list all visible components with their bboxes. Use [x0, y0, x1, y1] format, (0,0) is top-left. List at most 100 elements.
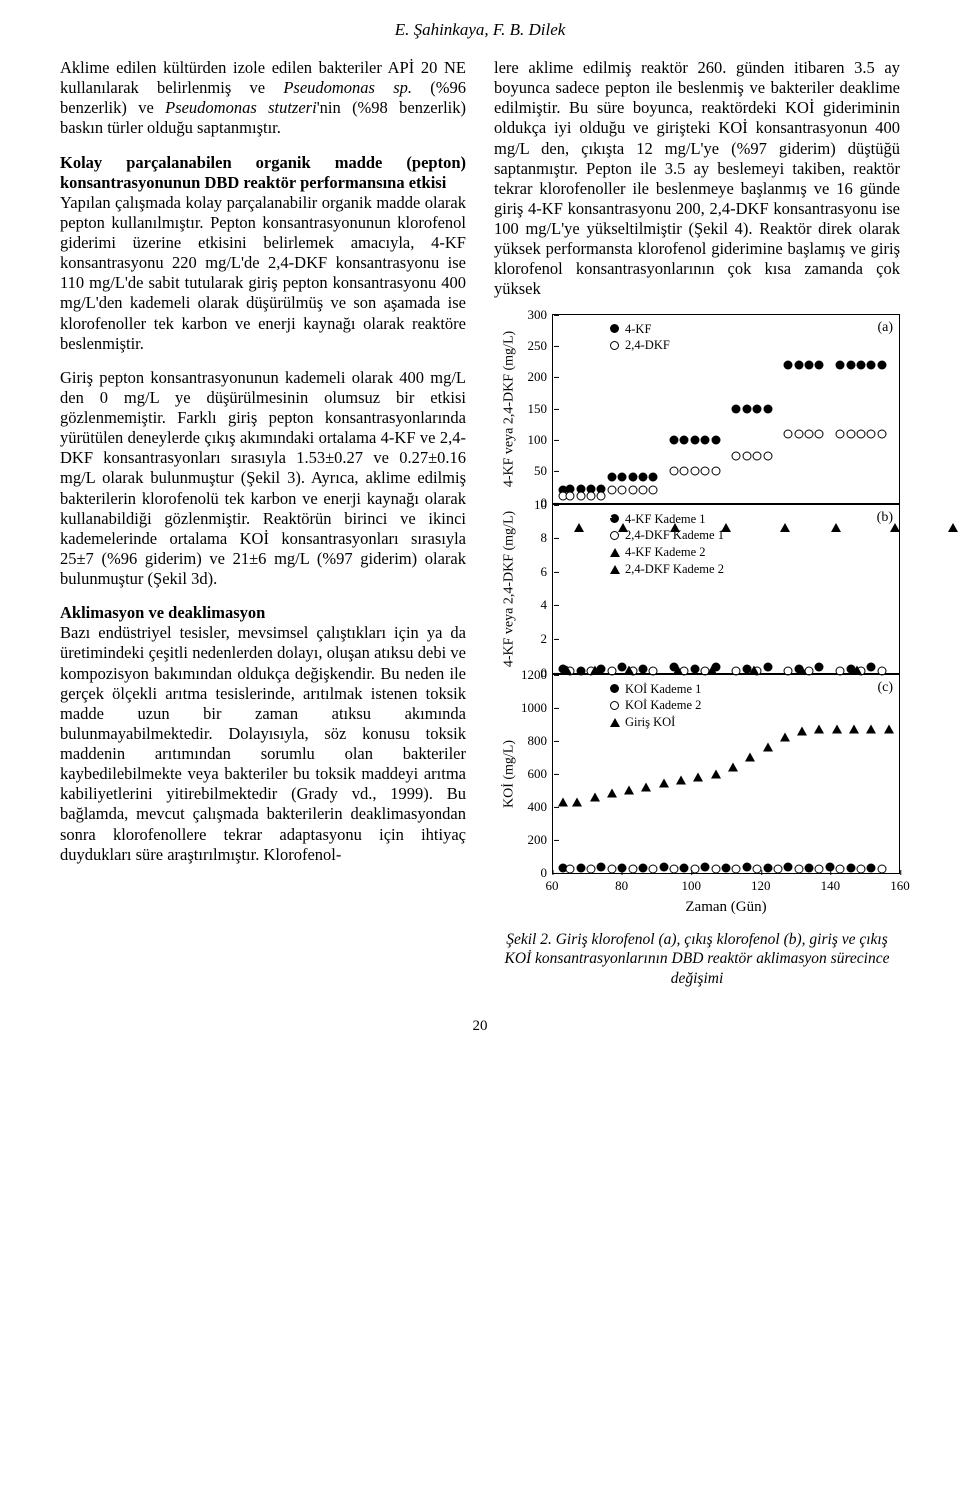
- panel-c: KOİ (mg/L)020040060080010001200(c)KOİ Ka…: [552, 674, 900, 874]
- data-point: [638, 665, 647, 674]
- data-point: [815, 864, 824, 873]
- data-point: [846, 863, 855, 872]
- data-point: [641, 782, 651, 791]
- data-point: [780, 733, 790, 742]
- data-point: [590, 792, 600, 801]
- data-point: [721, 504, 731, 532]
- data-point: [846, 360, 855, 369]
- data-point: [701, 435, 710, 444]
- data-point: [607, 485, 616, 494]
- data-point: [618, 485, 627, 494]
- data-point: [784, 429, 793, 438]
- data-point: [815, 360, 824, 369]
- x-axis-label: Zaman (Gün): [552, 898, 900, 916]
- y-tick: 8: [541, 530, 554, 546]
- data-point: [856, 360, 865, 369]
- legend-row: KOİ Kademe 2: [609, 697, 701, 714]
- data-point: [890, 504, 900, 532]
- xticks: 6080100120140160: [552, 874, 900, 892]
- data-point: [753, 451, 762, 460]
- data-point: [815, 663, 824, 672]
- data-point: [701, 862, 710, 871]
- data-point: [753, 404, 762, 413]
- data-point: [763, 863, 772, 872]
- data-point: [867, 429, 876, 438]
- legend-row: 4-KF: [609, 321, 670, 338]
- data-point: [670, 504, 680, 532]
- data-point: [732, 451, 741, 460]
- legend-row: 2,4-DKF: [609, 337, 670, 354]
- data-point: [670, 865, 679, 874]
- data-point: [784, 360, 793, 369]
- data-point: [856, 864, 865, 873]
- legend-label: 4-KF Kademe 1: [625, 511, 706, 528]
- data-point: [742, 404, 751, 413]
- y-tick: 2: [541, 631, 554, 647]
- figure-caption: Şekil 2. Giriş klorofenol (a), çıkış klo…: [494, 930, 900, 988]
- data-point: [773, 864, 782, 873]
- data-point: [780, 504, 790, 532]
- page-number: 20: [60, 1018, 900, 1035]
- data-point: [576, 492, 585, 501]
- data-point: [638, 473, 647, 482]
- y-tick: 50: [534, 463, 553, 479]
- data-point: [763, 404, 772, 413]
- legend-row: Giriş KOİ: [609, 714, 701, 731]
- data-point: [607, 473, 616, 482]
- data-point: [566, 492, 575, 501]
- data-point: [597, 862, 606, 871]
- data-point: [676, 776, 686, 785]
- left-block2: Aklimasyon ve deaklimasyon Bazı endüstri…: [60, 603, 466, 865]
- legend-row: 4-KF Kademe 2: [609, 544, 724, 561]
- y-tick: 400: [528, 799, 554, 815]
- data-point: [607, 789, 617, 798]
- left-p2: Yapılan çalışmada kolay parçalanabilir o…: [60, 193, 466, 354]
- y-axis-label: 4-KF veya 2,4-DKF (mg/L): [500, 330, 517, 486]
- left-column: Aklime edilen kültürden izole edilen bak…: [60, 58, 466, 988]
- y-tick: 200: [528, 369, 554, 385]
- data-point: [587, 492, 596, 501]
- data-point: [711, 467, 720, 476]
- y-tick: 6: [541, 564, 554, 580]
- data-point: [638, 485, 647, 494]
- data-point: [805, 429, 814, 438]
- data-point: [670, 435, 679, 444]
- left-h1: Kolay parçalanabilen organik madde (pept…: [60, 153, 466, 193]
- data-point: [680, 467, 689, 476]
- data-point: [831, 504, 841, 532]
- data-point: [742, 451, 751, 460]
- y-tick: 250: [528, 338, 554, 354]
- data-point: [618, 504, 628, 532]
- data-point: [742, 862, 751, 871]
- legend-label: 4-KF: [625, 321, 651, 338]
- data-point: [814, 724, 824, 733]
- data-point: [794, 429, 803, 438]
- data-point: [690, 665, 699, 674]
- y-tick: 4: [541, 597, 554, 613]
- y-tick: 1000: [521, 700, 553, 716]
- data-point: [836, 360, 845, 369]
- data-point: [877, 360, 886, 369]
- t: Pseudomonas stutzeri: [165, 98, 317, 117]
- data-point: [948, 504, 958, 532]
- y-tick: 600: [528, 766, 554, 782]
- legend-label: 4-KF Kademe 2: [625, 544, 706, 561]
- x-tick: 120: [751, 874, 771, 894]
- right-column: lere aklime edilmiş reaktör 260. günden …: [494, 58, 900, 988]
- authors: E. Şahinkaya, F. B. Dilek: [60, 20, 900, 40]
- data-point: [763, 663, 772, 672]
- left-h2: Aklimasyon ve deaklimasyon: [60, 603, 265, 622]
- data-point: [846, 429, 855, 438]
- legend-label: 2,4-DKF Kademe 2: [625, 561, 724, 578]
- panel-a: 4-KF veya 2,4-DKF (mg/L)0501001502002503…: [552, 314, 900, 504]
- data-point: [732, 864, 741, 873]
- data-point: [558, 797, 568, 806]
- panel-b: 4-KF veya 2,4-DKF (mg/L)0246810(b)4-KF K…: [552, 504, 900, 674]
- data-point: [867, 863, 876, 872]
- left-p4: Bazı endüstriyel tesisler, mevsimsel çal…: [60, 623, 466, 863]
- legend-row: KOİ Kademe 1: [609, 681, 701, 698]
- data-point: [574, 504, 584, 532]
- left-p3: Giriş pepton konsantrasyonunun kademeli …: [60, 368, 466, 589]
- data-point: [711, 769, 721, 778]
- legend: KOİ Kademe 1KOİ Kademe 2Giriş KOİ: [609, 681, 701, 732]
